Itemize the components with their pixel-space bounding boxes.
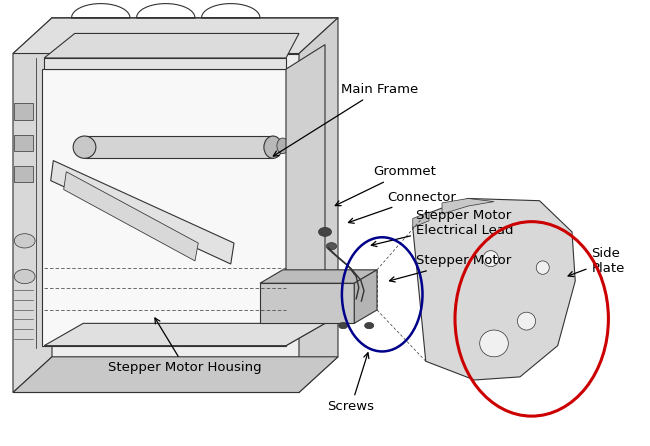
Bar (14, 135, 32, 151)
Text: Stepper Motor Housing: Stepper Motor Housing (109, 318, 262, 375)
Circle shape (339, 322, 348, 329)
Ellipse shape (483, 251, 499, 267)
Text: Screws: Screws (328, 353, 374, 413)
Ellipse shape (517, 312, 536, 330)
Ellipse shape (264, 136, 282, 158)
Circle shape (318, 227, 332, 236)
Polygon shape (64, 172, 198, 261)
Circle shape (326, 243, 337, 250)
Polygon shape (84, 136, 273, 158)
Polygon shape (13, 357, 338, 392)
Polygon shape (42, 69, 286, 346)
Ellipse shape (73, 136, 96, 158)
Polygon shape (44, 33, 299, 58)
Polygon shape (413, 198, 575, 380)
Polygon shape (354, 270, 377, 323)
Polygon shape (299, 18, 338, 392)
Polygon shape (286, 45, 325, 346)
Text: Side
Plate: Side Plate (568, 247, 625, 277)
Polygon shape (13, 54, 299, 392)
Polygon shape (51, 161, 234, 264)
Circle shape (14, 234, 35, 248)
Ellipse shape (536, 261, 549, 274)
Text: Stepper Motor
Electrical Lead: Stepper Motor Electrical Lead (371, 209, 514, 247)
Bar (14, 103, 32, 120)
Polygon shape (260, 270, 377, 283)
Polygon shape (260, 283, 354, 323)
Polygon shape (413, 212, 429, 227)
Text: Stepper Motor: Stepper Motor (389, 254, 512, 282)
Text: Main Frame: Main Frame (273, 83, 419, 156)
Polygon shape (13, 18, 52, 392)
Circle shape (14, 269, 35, 284)
Polygon shape (44, 323, 325, 346)
Circle shape (365, 322, 374, 329)
Ellipse shape (277, 138, 289, 153)
Polygon shape (44, 58, 286, 69)
Bar (14, 166, 32, 182)
Text: Grommet: Grommet (335, 165, 437, 206)
Polygon shape (13, 18, 338, 54)
Polygon shape (442, 198, 494, 214)
Ellipse shape (480, 330, 508, 357)
Text: Connector: Connector (348, 190, 456, 223)
